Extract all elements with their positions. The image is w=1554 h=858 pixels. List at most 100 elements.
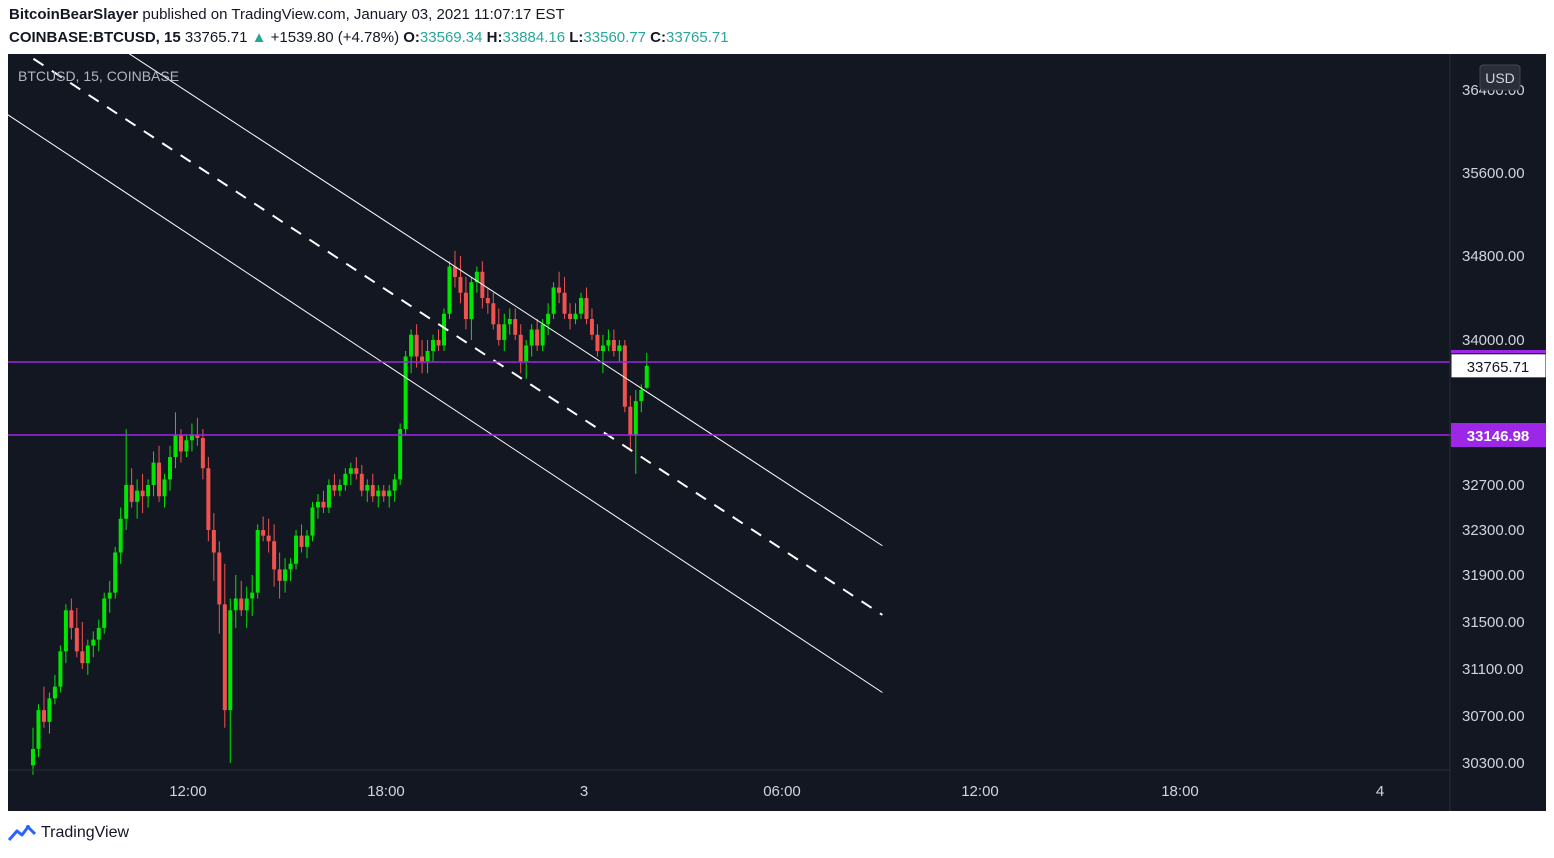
price-tick-label: 31900.00	[1462, 567, 1525, 584]
candle-body	[52, 686, 57, 699]
candle-body	[140, 490, 145, 497]
levels-layer	[8, 361, 1546, 436]
candle-body	[392, 479, 397, 491]
candle-body	[206, 468, 211, 530]
candle-body	[354, 468, 359, 474]
candle-body	[431, 340, 436, 351]
chart-symbol-label: BTCUSD, 15, COINBASE	[18, 68, 179, 84]
candle-body	[502, 324, 507, 340]
candle-body	[370, 485, 375, 497]
price-tick-label: 32700.00	[1462, 477, 1525, 494]
candle-body	[41, 710, 46, 722]
level-price-tag-box	[1451, 423, 1546, 447]
candle-body	[420, 356, 425, 362]
high-label: H:	[486, 29, 503, 46]
candle-body	[118, 518, 123, 553]
candles-layer	[31, 250, 649, 775]
candle-body	[398, 429, 403, 480]
channel-lower-line	[0, 108, 883, 693]
currency-button-box[interactable]	[1479, 64, 1521, 91]
price-chart[interactable]: 30300.00 30700.00 31100.00 31500.00 31900.00…	[0, 0, 1547, 811]
candle-body	[589, 319, 594, 335]
candle-body	[622, 345, 627, 407]
candle-body	[102, 598, 107, 628]
candle-body	[217, 552, 222, 605]
candle-body	[244, 598, 249, 611]
candle-body	[283, 569, 288, 581]
candle-body	[474, 271, 479, 283]
candle-body	[47, 698, 52, 722]
candle-body	[96, 627, 101, 640]
time-axis[interactable]: 12:00 18:00 3 06:00 12:00 18:00 4	[169, 783, 1384, 800]
time-tick-label: 4	[1376, 783, 1384, 800]
candle-body	[491, 303, 496, 325]
channel-layer	[0, 0, 883, 693]
candle-body	[458, 277, 463, 293]
price-tick-label: 30700.00	[1462, 708, 1525, 725]
price-tick-label: 31500.00	[1462, 614, 1525, 631]
tradingview-logo-icon	[8, 825, 36, 841]
candle-body	[255, 530, 260, 593]
chart-container[interactable]: 30300.00 30700.00 31100.00 31500.00 31900.00…	[0, 0, 1547, 811]
candle-body	[277, 569, 282, 581]
candle-body	[496, 324, 501, 340]
candle-body	[573, 313, 578, 319]
candle-body	[151, 462, 156, 485]
candle-body	[606, 340, 611, 346]
current-price-tag-box	[1450, 353, 1547, 379]
candle-body	[584, 298, 589, 319]
candle-body	[228, 610, 233, 711]
candle-body	[579, 298, 583, 314]
candle-body	[387, 490, 392, 497]
time-tick-label: 18:00	[1161, 783, 1199, 800]
candle-body	[272, 541, 277, 570]
price-tick-label: 31100.00	[1462, 661, 1523, 678]
price-tick-label: 34000.00	[1462, 332, 1525, 349]
candle-body	[507, 319, 512, 325]
candle-body	[239, 598, 244, 611]
brand-name[interactable]: TradingView	[41, 824, 130, 841]
price-tick-label: 30300.00	[1462, 755, 1525, 772]
channel-upper-line	[45, 0, 883, 547]
candle-body	[178, 434, 183, 452]
last-price: 33765.71	[184, 29, 248, 46]
candle-body	[200, 438, 205, 469]
candle-body	[36, 710, 41, 749]
candle-body	[305, 535, 309, 547]
candle-body	[376, 490, 381, 497]
currency-button[interactable]: USD	[1485, 70, 1515, 86]
candle-body	[288, 563, 293, 570]
candle-body	[447, 266, 452, 314]
candle-body	[85, 645, 90, 664]
candle-body	[211, 530, 216, 553]
candle-body	[403, 356, 408, 430]
price-axis[interactable]: 30300.00 30700.00 31100.00 31500.00 31900.00…	[1462, 82, 1525, 772]
candle-body	[326, 485, 331, 508]
candle-body	[425, 351, 430, 362]
candle-body	[639, 389, 644, 402]
author-name[interactable]: BitcoinBearSlayer	[9, 6, 139, 23]
candle-body	[195, 434, 200, 439]
candle-body	[617, 345, 622, 351]
candle-body	[261, 530, 266, 536]
candle-body	[436, 340, 441, 346]
published-text: published on TradingView.com, January 03…	[142, 6, 565, 23]
candle-body	[551, 287, 556, 314]
candle-body	[343, 473, 348, 485]
time-tick-label: 3	[580, 783, 588, 800]
price-tick-label: 35600.00	[1462, 165, 1525, 182]
candle-body	[315, 501, 320, 508]
ohlc-legend: COINBASE:BTCUSD, 15 33765.71 ▲ +1539.80 …	[9, 29, 729, 46]
time-tick-label: 12:00	[169, 783, 207, 800]
candle-body	[146, 485, 151, 497]
publish-info: BitcoinBearSlayer published on TradingVi…	[9, 6, 565, 23]
close-label: C:	[650, 29, 666, 46]
current-price-tag: 33765.71	[1467, 359, 1530, 376]
candle-body	[600, 345, 605, 351]
candle-body	[222, 604, 227, 711]
time-tick-label: 12:00	[961, 783, 999, 800]
candle-body	[184, 440, 189, 452]
candle-body	[529, 329, 534, 346]
candle-body	[168, 457, 172, 480]
